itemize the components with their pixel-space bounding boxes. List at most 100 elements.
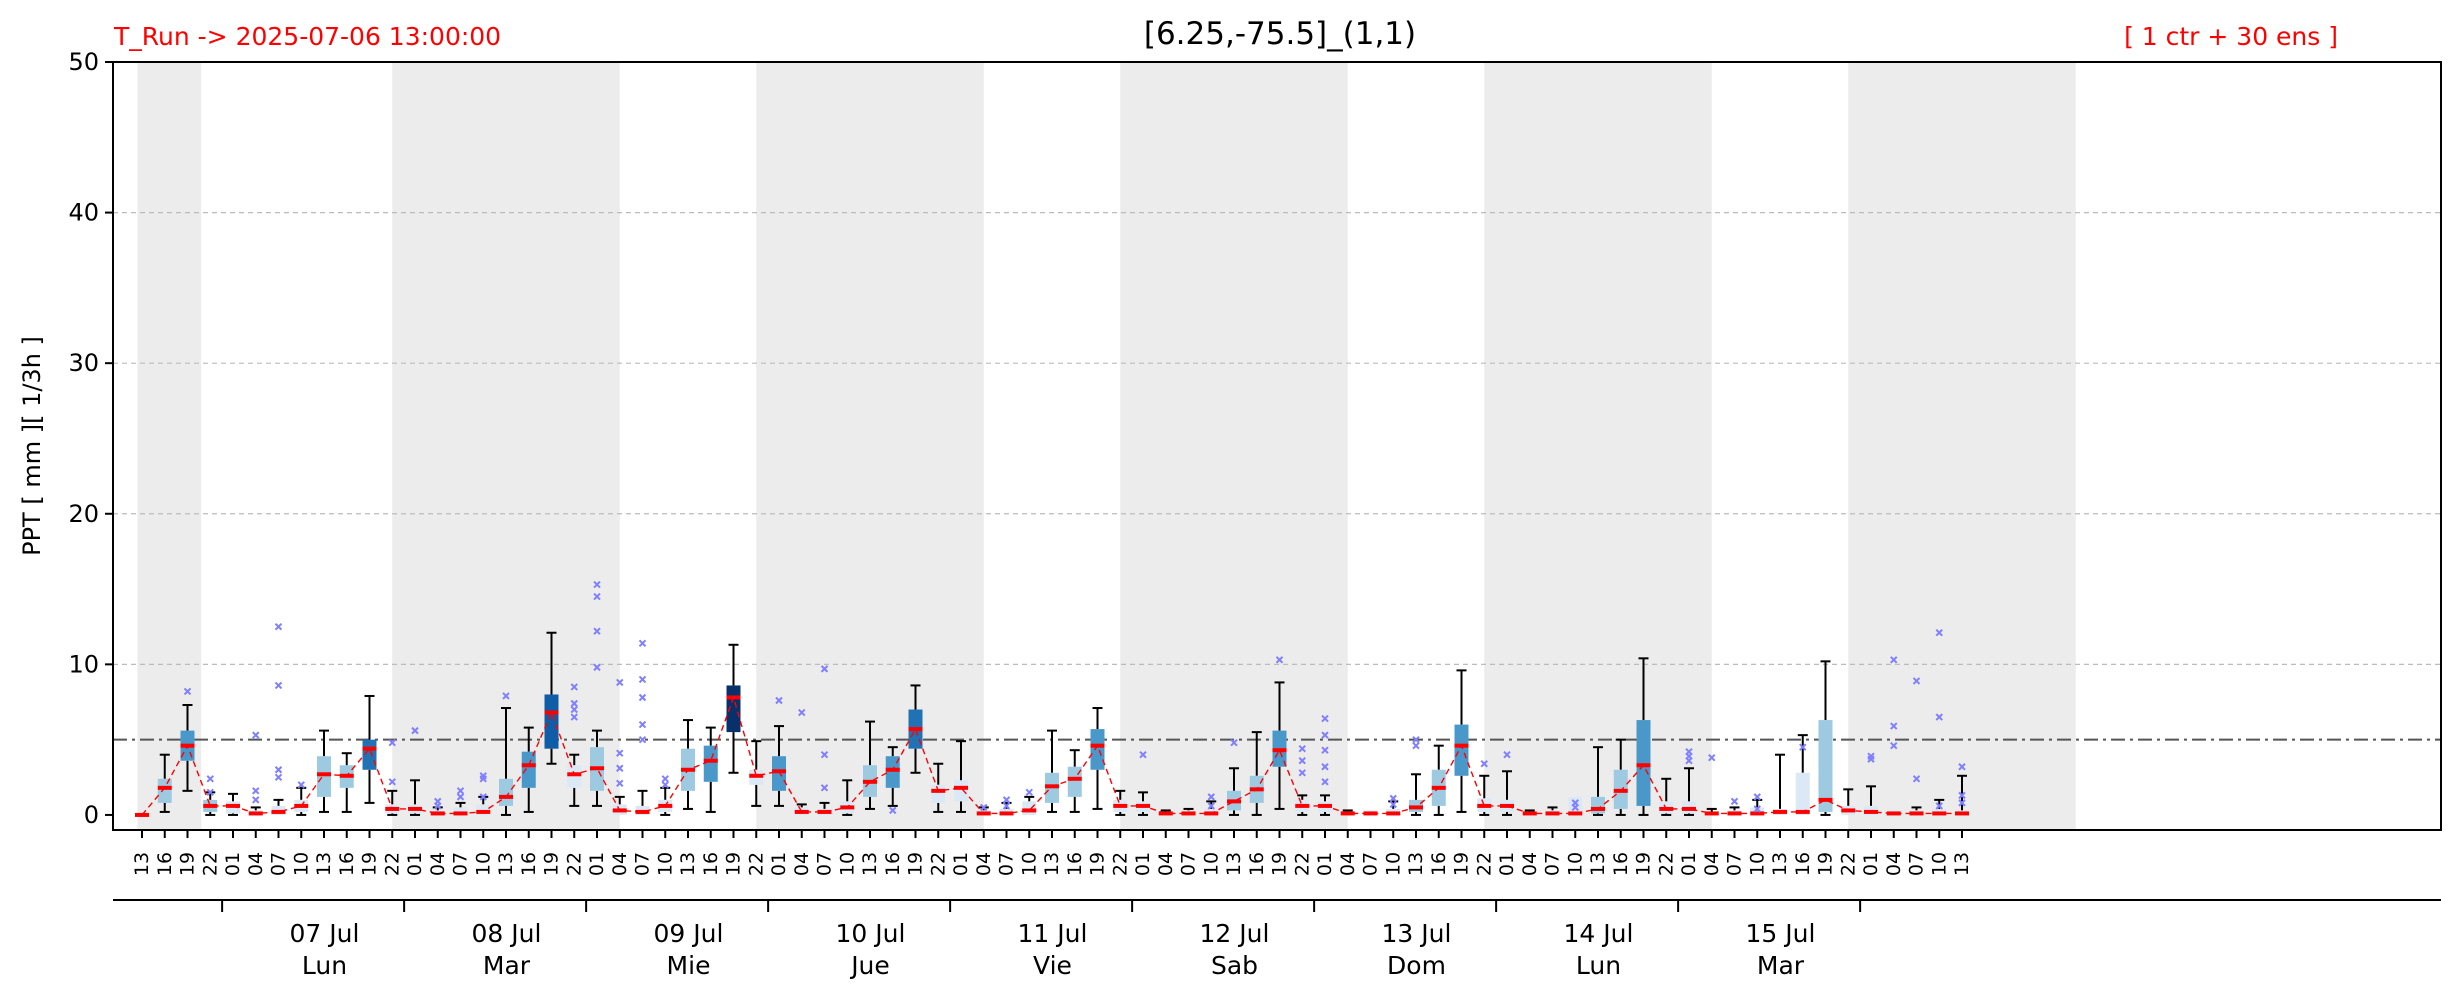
- x-tick-label: 13: [1041, 852, 1063, 876]
- outlier-marker: [638, 639, 647, 647]
- outlier-marker: [479, 793, 487, 801]
- x-tick-label: 13: [677, 852, 699, 876]
- outlier-marker: [1389, 800, 1397, 809]
- outlier-marker: [638, 675, 647, 684]
- outlier-marker: [1912, 677, 1921, 685]
- outlier-marker: [1298, 757, 1306, 765]
- box-body: [885, 756, 900, 788]
- outlier-marker: [570, 683, 578, 691]
- outlier-marker: [274, 681, 283, 690]
- median-series: [141, 695, 1962, 816]
- box-body: [499, 778, 513, 806]
- x-tick-label: 01: [1314, 852, 1336, 876]
- box-body: [567, 765, 582, 788]
- outlier-marker: [661, 781, 669, 789]
- box-72: [1773, 753, 1787, 815]
- x-tick-label: 22: [1109, 852, 1131, 876]
- outlier-marker: [1730, 797, 1739, 806]
- outlier-marker: [1321, 778, 1329, 786]
- x-tick-label: 19: [177, 852, 199, 876]
- x-tick-label: 10: [1746, 852, 1768, 876]
- x-tick-label: 22: [927, 852, 949, 876]
- outlier-marker: [388, 778, 396, 786]
- y-tick-label: 50: [68, 48, 99, 76]
- day-date-label: 13 Jul: [1382, 919, 1452, 948]
- x-tick-label: 04: [1701, 852, 1723, 876]
- x-tick-label: 07: [814, 852, 836, 876]
- outlier-marker: [889, 806, 897, 815]
- outlier-marker: [570, 699, 578, 708]
- day-date-label: 11 Jul: [1018, 919, 1088, 948]
- box-body: [1090, 729, 1105, 770]
- outlier-marker: [1139, 750, 1147, 759]
- outlier-marker: [1958, 763, 1966, 771]
- day-date-label: 09 Jul: [654, 919, 724, 948]
- y-tick-label: 20: [68, 500, 99, 528]
- outlier-marker: [1389, 794, 1397, 803]
- day-weekday-label: Sab: [1211, 951, 1258, 980]
- box-body: [931, 784, 946, 803]
- outlier-marker: [1412, 735, 1420, 744]
- ensemble-label: [ 1 ctr + 30 ens ]: [2124, 22, 2338, 51]
- x-tick-label: 16: [154, 852, 176, 876]
- x-tick-label: 19: [1815, 852, 1837, 876]
- outlier-marker: [593, 580, 601, 589]
- x-tick-label: 10: [1928, 852, 1950, 876]
- night-bands: [137, 62, 2076, 830]
- x-tick-label: 04: [609, 852, 631, 876]
- x-tick-label: 10: [836, 852, 858, 876]
- box-40: [1045, 729, 1059, 813]
- x-tick-label: 16: [518, 852, 540, 876]
- x-tick-label: 13: [859, 852, 881, 876]
- x-tick-label: 19: [1269, 852, 1291, 876]
- outlier-marker: [820, 665, 829, 673]
- run-label: T_Run -> 2025-07-06 13:00:00: [113, 22, 501, 51]
- outlier-marker: [252, 796, 260, 804]
- outlier-marker: [1321, 763, 1329, 771]
- box-body: [726, 685, 741, 733]
- box-25: [703, 726, 718, 813]
- x-tick-label: 13: [495, 852, 517, 876]
- outlier-marker: [775, 696, 783, 705]
- day-date-label: 08 Jul: [472, 919, 542, 948]
- x-tick-label: 04: [791, 852, 813, 876]
- day-weekday-label: Mie: [667, 951, 711, 980]
- box-50: [1272, 681, 1287, 810]
- outlier-marker: [1207, 802, 1215, 810]
- x-tick-label: 07: [1360, 852, 1382, 876]
- x-tick-label: 07: [996, 852, 1018, 876]
- x-tick-label: 16: [1792, 852, 1814, 876]
- chart-title: [6.25,-75.5]_(1,1): [1144, 16, 1416, 52]
- outlier-marker: [616, 779, 624, 788]
- x-axis-hours: 13 16 19 22 01 04 07 10 13 16 19 22 01 04 07 10 13 16 19 22…: [131, 830, 1973, 876]
- y-gridlines: [113, 211, 2441, 741]
- outlier-marker: [1298, 769, 1306, 777]
- outlier-marker: [502, 692, 510, 700]
- outlier-marker: [434, 797, 442, 806]
- x-tick-label: 07: [632, 852, 654, 876]
- x-tick-label: 16: [1246, 852, 1268, 876]
- box-10: [362, 694, 377, 804]
- x-tick-label: 07: [1178, 852, 1200, 876]
- outlier-marker: [479, 772, 487, 780]
- x-tick-label: 22: [563, 852, 585, 876]
- outlier-marker: [1935, 713, 1943, 721]
- outlier-marker: [1799, 743, 1807, 751]
- x-tick-label: 22: [199, 852, 221, 876]
- x-tick-label: 10: [472, 852, 494, 876]
- box-54: [1363, 810, 1378, 816]
- box-34: [908, 684, 923, 774]
- day-date-label: 10 Jul: [836, 919, 906, 948]
- x-tick-label: 13: [131, 852, 153, 876]
- x-tick-label: 07: [268, 852, 290, 876]
- box-17: [521, 726, 536, 813]
- box-9: [339, 752, 354, 813]
- night-band: [1120, 62, 1348, 830]
- outlier-marker: [593, 592, 601, 601]
- outlier-marker: [661, 775, 669, 783]
- outlier-marker: [252, 787, 260, 795]
- box-body: [1636, 720, 1651, 806]
- x-tick-label: 22: [1837, 852, 1859, 876]
- x-tick-label: 22: [745, 852, 767, 876]
- outlier-marker: [1890, 722, 1898, 730]
